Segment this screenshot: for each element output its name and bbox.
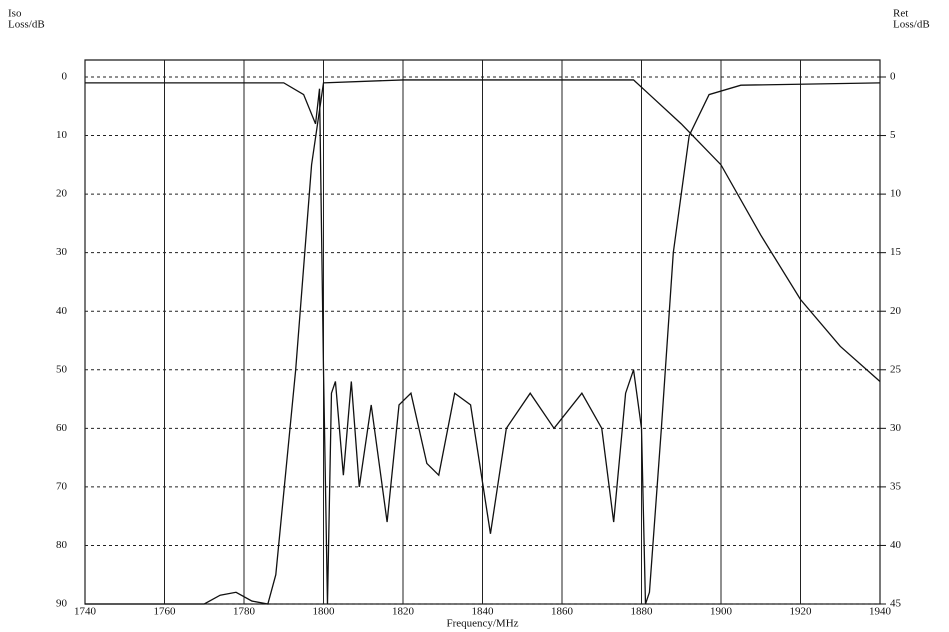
x-tick-label: 1880 bbox=[631, 606, 654, 618]
y2-axis-label: Loss/dB bbox=[893, 19, 930, 31]
x-tick-label: 1920 bbox=[790, 606, 813, 618]
x-tick-label: 1760 bbox=[154, 606, 177, 618]
y2-tick-label: 0 bbox=[890, 71, 896, 83]
y-tick-label: 0 bbox=[62, 71, 68, 83]
y2-tick-label: 30 bbox=[890, 422, 902, 434]
x-tick-label: 1740 bbox=[74, 606, 97, 618]
x-tick-label: 1800 bbox=[313, 606, 336, 618]
x-tick-label: 1840 bbox=[472, 606, 495, 618]
y-tick-label: 10 bbox=[56, 129, 68, 141]
x-tick-label: 1780 bbox=[233, 606, 256, 618]
x-tick-label: 1940 bbox=[869, 606, 892, 618]
y2-tick-label: 40 bbox=[890, 539, 902, 551]
y-axis-label: Iso bbox=[8, 8, 22, 20]
y-tick-label: 70 bbox=[56, 480, 68, 492]
x-tick-label: 1900 bbox=[710, 606, 733, 618]
x-axis-label: Frequency/MHz bbox=[446, 618, 518, 630]
y-tick-label: 50 bbox=[56, 363, 68, 375]
series-line bbox=[85, 82, 881, 605]
y-tick-label: 80 bbox=[56, 539, 68, 551]
y-tick-label: 90 bbox=[56, 598, 68, 610]
x-tick-label: 1860 bbox=[551, 606, 574, 618]
y2-tick-label: 25 bbox=[890, 363, 902, 375]
y-axis-label: Loss/dB bbox=[8, 19, 45, 31]
y2-tick-label: 20 bbox=[890, 305, 902, 317]
y-tick-label: 40 bbox=[56, 305, 68, 317]
y-tick-label: 60 bbox=[56, 422, 68, 434]
y2-tick-label: 10 bbox=[890, 188, 902, 200]
y-tick-label: 20 bbox=[56, 188, 68, 200]
series-line bbox=[85, 79, 881, 605]
y2-tick-label: 35 bbox=[890, 480, 902, 492]
y2-axis-label: Ret bbox=[893, 8, 908, 20]
y-tick-label: 30 bbox=[56, 246, 68, 258]
y2-tick-label: 45 bbox=[890, 598, 902, 610]
y2-tick-label: 5 bbox=[890, 129, 896, 141]
x-tick-label: 1820 bbox=[392, 606, 415, 618]
y2-tick-label: 15 bbox=[890, 246, 902, 258]
